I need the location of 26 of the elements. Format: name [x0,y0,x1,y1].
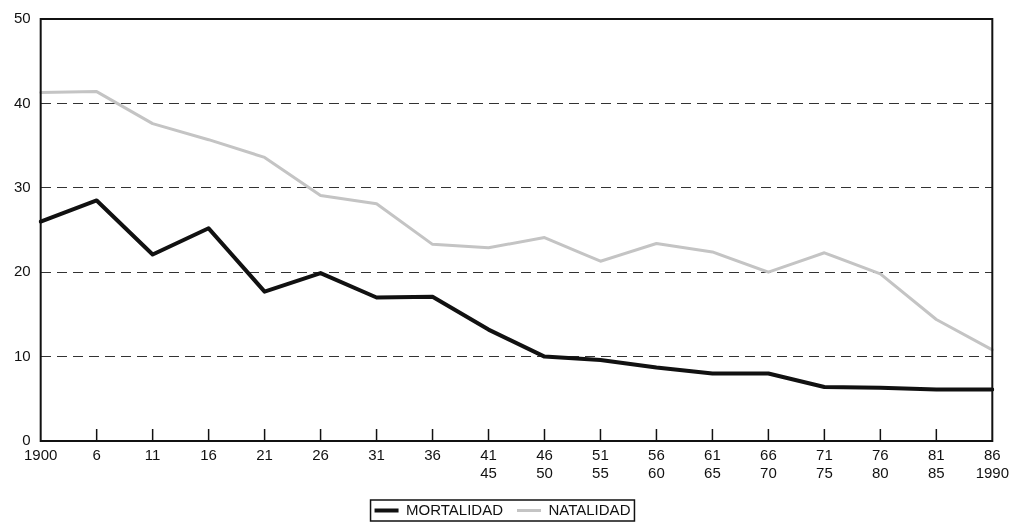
x-tick-label: 51 55 [592,446,609,482]
y-tick-label: 10 [14,346,31,364]
y-tick-label: 0 [22,431,31,449]
x-tick-label: 16 [200,446,217,464]
x-tick-label: 61 65 [704,446,721,482]
y-tick-label: 30 [14,177,31,195]
x-tick-label: 81 85 [927,446,945,482]
x-tick-label: 71 75 [816,446,833,482]
x-tick-label: 1900 [24,446,58,464]
y-tick-label: 20 [14,262,31,280]
x-tick-label: 21 [256,446,273,464]
x-tick-label: 86 1990 [975,446,1009,482]
x-tick-label: 46 50 [536,446,553,482]
x-tick-label: 36 [424,446,441,464]
y-tick-label: 50 [14,9,31,27]
x-tick-label: 56 60 [648,446,665,482]
y-tick-label: 40 [14,93,31,111]
x-tick-label: 11 [144,446,161,464]
x-tick-label: 31 [368,446,385,464]
legend-label: MORTALIDAD [406,500,504,518]
x-tick-label: 26 [312,446,329,464]
x-tick-label: 41 45 [480,446,497,482]
x-tick-label: 6 [92,446,101,464]
x-tick-label: 66 70 [760,446,777,482]
legend-label: NATALIDAD [548,500,631,518]
x-tick-label: 76 80 [872,446,889,482]
